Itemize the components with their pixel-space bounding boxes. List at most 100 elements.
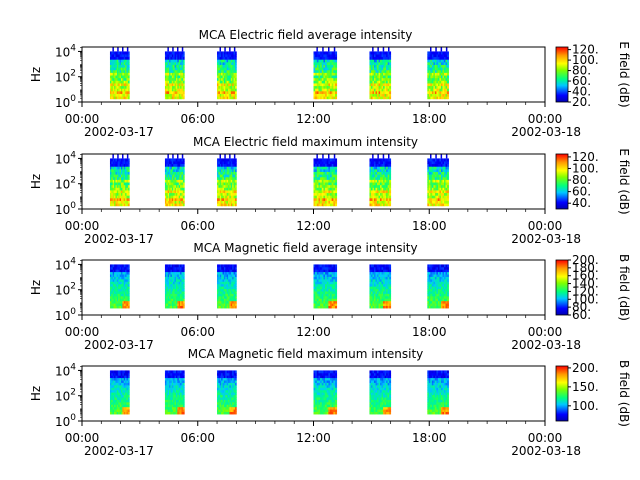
- spectrogram-cell: [375, 168, 378, 172]
- spectrogram-cell: [439, 295, 442, 299]
- spectrogram-cell: [431, 161, 434, 165]
- spectrogram-cell: [122, 54, 125, 58]
- spectrogram-cell: [433, 176, 436, 180]
- spectrogram-cell: [330, 77, 333, 81]
- spectrogram-cell: [428, 56, 431, 60]
- spectrogram-cell: [333, 274, 336, 277]
- spectrogram-cell: [109, 382, 112, 386]
- spectrogram-cell: [389, 176, 392, 180]
- spectrogram-cell: [440, 271, 443, 275]
- spectrogram-cell: [431, 77, 434, 81]
- spectrogram-cell: [169, 158, 171, 162]
- spectrogram-cell: [428, 295, 431, 299]
- spectrogram-cell: [328, 283, 331, 287]
- spectrogram-cell: [218, 293, 221, 297]
- spectrogram-cell: [109, 187, 112, 191]
- spectrogram-cell: [333, 281, 336, 285]
- spectrogram-cell: [331, 88, 334, 92]
- spectrogram-cell: [232, 286, 234, 290]
- spectrogram-spike: [219, 47, 221, 52]
- spectrogram-cell: [443, 187, 446, 191]
- spectrogram-cell: [333, 197, 336, 201]
- spectrogram-cell: [174, 77, 177, 81]
- spectrogram-cell: [384, 305, 387, 309]
- spectrogram-cell: [372, 190, 375, 194]
- spectrogram-cell: [443, 96, 446, 100]
- spectrogram-cell: [177, 85, 180, 89]
- spectrogram-cell: [325, 179, 328, 183]
- spectrogram-cell: [325, 56, 328, 60]
- spectrogram-cell: [375, 85, 378, 89]
- spectrogram-cell: [114, 93, 116, 97]
- spectrogram-cell: [325, 54, 328, 58]
- spectrogram-cell: [373, 56, 376, 60]
- spectrogram-cell: [226, 88, 229, 92]
- spectrogram-cell: [171, 264, 174, 268]
- spectrogram-cell: [225, 56, 228, 60]
- spectrogram-cell: [330, 93, 333, 97]
- spectrogram-cell: [175, 187, 178, 191]
- spectrogram-cell: [112, 288, 115, 292]
- spectrogram-cell: [427, 298, 430, 302]
- spectrogram-cell: [442, 85, 445, 89]
- spectrogram-cell: [119, 406, 122, 410]
- spectrogram-cell: [316, 295, 319, 299]
- spectrogram-cell: [335, 56, 338, 60]
- spectrogram-cell: [118, 158, 121, 162]
- spectrogram-cell: [175, 96, 178, 100]
- spectrogram-cell: [228, 200, 230, 204]
- spectrogram-cell: [384, 61, 387, 65]
- spectrogram-cell: [318, 166, 321, 170]
- spectrogram-cell: [383, 195, 386, 199]
- spectrogram-cell: [386, 276, 389, 280]
- spectrogram-cell: [378, 64, 381, 68]
- spectrogram-cell: [378, 271, 381, 275]
- spectrogram-cell: [230, 300, 233, 304]
- spectrogram-cell: [115, 161, 118, 165]
- spectrogram-cell: [122, 56, 125, 60]
- spectrogram-cell: [123, 187, 126, 191]
- spectrogram-cell: [386, 197, 389, 201]
- spectrogram-cell: [178, 300, 181, 304]
- spectrogram-cell: [380, 271, 382, 275]
- spectrogram-cell: [125, 96, 127, 100]
- spectrogram-cell: [166, 75, 169, 79]
- spectrogram-cell: [331, 184, 334, 188]
- spectrogram-cell: [389, 168, 392, 172]
- spectrogram-cell: [434, 168, 437, 172]
- spectrogram-cell: [125, 266, 127, 270]
- spectrogram-cell: [326, 283, 329, 287]
- spectrogram-cell: [325, 195, 328, 199]
- spectrogram-cell: [320, 174, 323, 178]
- spectrogram-cell: [377, 168, 379, 172]
- spectrogram-cell: [219, 190, 222, 194]
- spectrogram-cell: [173, 303, 175, 307]
- spectrogram-cell: [233, 85, 236, 89]
- spectrogram-cell: [428, 264, 431, 268]
- spectrogram-cell: [326, 271, 329, 275]
- spectrogram-cell: [389, 286, 392, 290]
- spectrogram-cell: [315, 276, 318, 280]
- spectrogram-cell: [377, 271, 379, 275]
- spectrogram-cell: [384, 161, 387, 165]
- spectrogram-cell: [222, 61, 225, 65]
- spectrogram-cell: [427, 163, 430, 167]
- spectrogram-cell: [430, 90, 433, 94]
- spectrogram-cell: [333, 184, 336, 188]
- spectrogram-cell: [389, 195, 392, 199]
- spectrogram-cell: [335, 176, 338, 180]
- spectrogram-cell: [217, 176, 219, 180]
- spectrogram-cell: [234, 288, 237, 292]
- spectrogram-cell: [427, 271, 430, 275]
- spectrogram-cell: [171, 168, 174, 172]
- spectrogram-cell: [430, 72, 433, 76]
- spectrogram-cell: [118, 90, 121, 94]
- spectrogram-cell: [112, 298, 115, 302]
- spectrogram-cell: [126, 281, 129, 285]
- spectrogram-cell: [174, 93, 177, 97]
- spectrogram-spike: [117, 47, 119, 52]
- spectrogram-cell: [164, 77, 167, 81]
- spectrogram-cell: [331, 93, 334, 97]
- spectrogram-cell: [119, 51, 122, 55]
- spectrogram-cell: [178, 88, 181, 92]
